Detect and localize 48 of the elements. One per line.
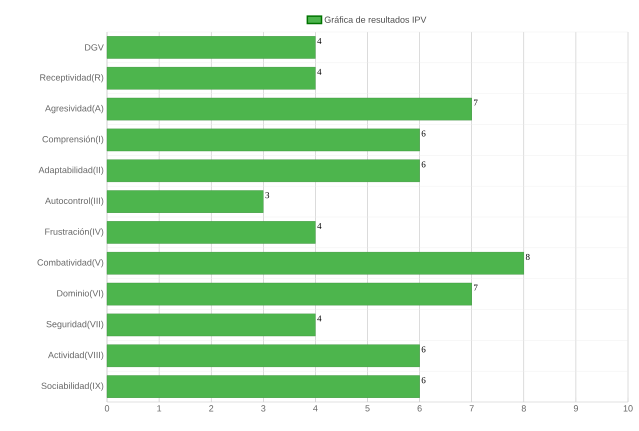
data-label: 6 [422, 346, 426, 352]
bar [106, 314, 316, 336]
x-tick-label: 9 [574, 405, 578, 412]
data-label: 4 [317, 68, 322, 75]
y-tick-label: Receptividad(R) [40, 74, 104, 82]
y-tick-label: Combatividad(V) [37, 259, 104, 268]
y-tick-label: Dominio(VI) [57, 290, 104, 298]
data-label: 4 [317, 38, 322, 44]
x-tick-label: 4 [313, 405, 318, 412]
data-label: 6 [422, 377, 426, 384]
bar [106, 36, 316, 59]
data-label: 4 [317, 223, 322, 229]
y-tick-label: Sociabilidad(IX) [41, 382, 104, 391]
x-tick-label: 5 [365, 405, 370, 412]
data-label: 6 [422, 161, 426, 168]
bar [106, 344, 420, 368]
x-tick-label: 6 [418, 405, 422, 412]
bar [106, 282, 472, 306]
y-tick-label: Comprensión(I) [42, 136, 104, 144]
x-tick-label: 0 [104, 405, 110, 412]
legend-label: Gráfica de resultados IPV [324, 16, 426, 23]
y-tick-label: Actividad(VIII) [48, 352, 104, 360]
bar [106, 128, 420, 152]
x-tick-label: 3 [261, 405, 266, 412]
data-label: 7 [474, 284, 478, 291]
bar [106, 190, 264, 213]
y-tick-label: Autocontrol(III) [45, 197, 104, 206]
y-tick-label: Agresividad(A) [45, 104, 104, 114]
x-tick-label: 10 [624, 405, 633, 412]
data-label: 4 [317, 316, 322, 322]
data-label: 3 [265, 192, 270, 198]
y-tick-label: Frustración(IV) [45, 228, 104, 237]
x-tick-label: 8 [522, 405, 526, 412]
bar [106, 221, 316, 244]
bar [106, 66, 316, 90]
bar [106, 98, 472, 120]
x-tick-label: 2 [209, 405, 214, 412]
y-tick-label: Seguridad(VII) [46, 320, 104, 330]
data-label: 8 [526, 254, 530, 260]
bar [106, 375, 420, 398]
y-tick-label: Adaptabilidad(II) [38, 166, 104, 175]
data-label: 6 [422, 130, 426, 137]
y-tick-label: DGV [85, 44, 104, 51]
bar [106, 252, 524, 275]
data-label: 7 [474, 100, 478, 106]
x-tick-label: 1 [157, 405, 162, 412]
x-tick-label: 7 [470, 405, 474, 412]
bar [106, 159, 420, 182]
